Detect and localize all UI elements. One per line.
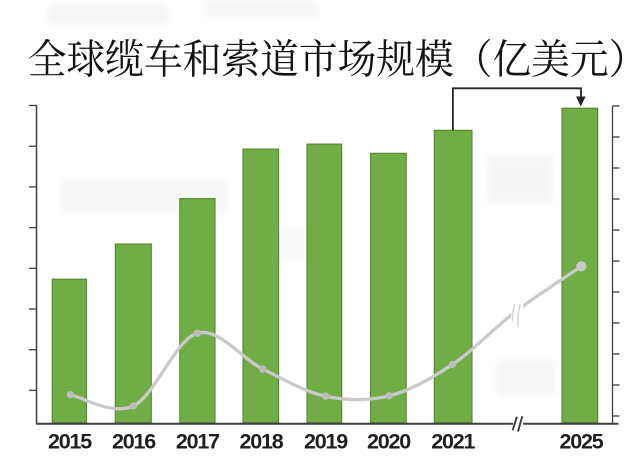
svg-text:2019: 2019 [304,430,348,454]
svg-text:2018: 2018 [239,430,283,454]
svg-text:2021: 2021 [431,430,475,454]
svg-text:2017: 2017 [176,430,220,454]
svg-text:2020: 2020 [367,430,411,454]
svg-text:2025: 2025 [559,430,603,454]
svg-text:2016: 2016 [112,430,156,454]
svg-text:2015: 2015 [48,430,92,454]
